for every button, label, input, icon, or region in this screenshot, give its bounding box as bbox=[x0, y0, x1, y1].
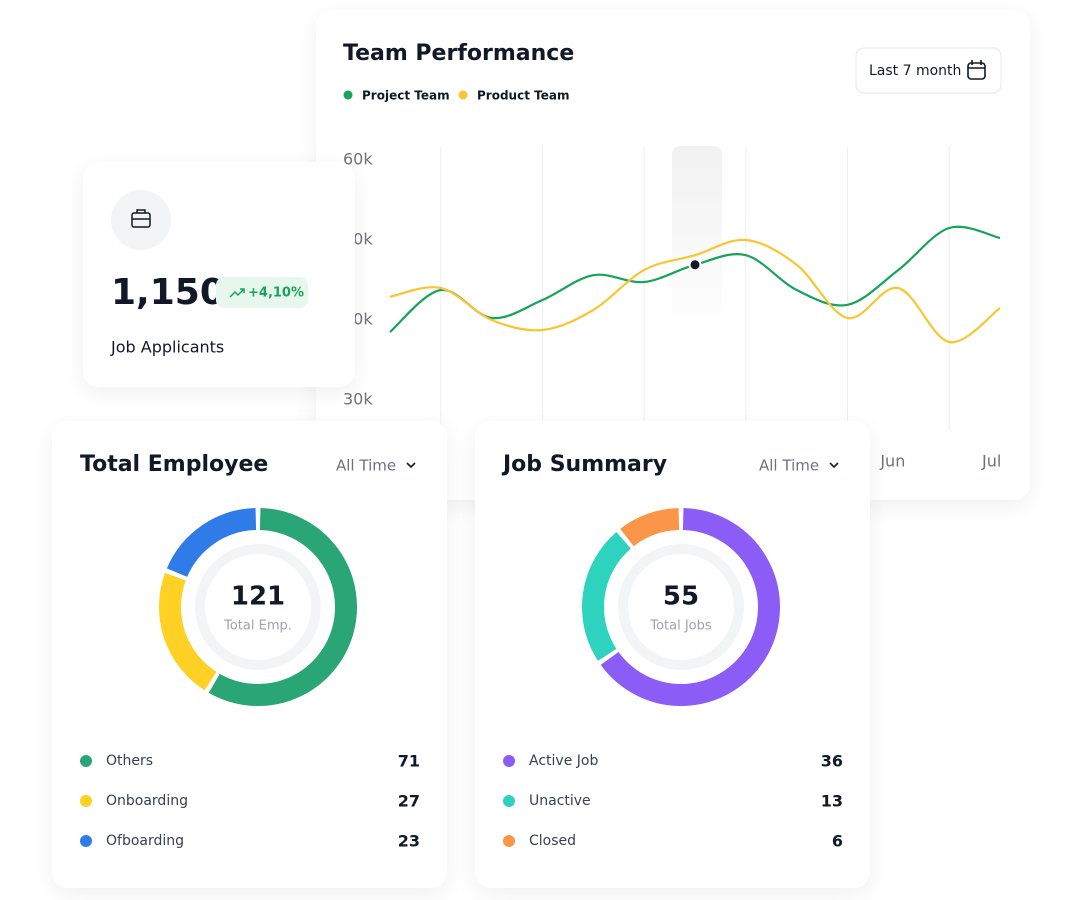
x-tick-label: Jun bbox=[879, 452, 905, 471]
trend-icon bbox=[229, 288, 245, 298]
legend-dot bbox=[80, 795, 92, 807]
y-tick-label: 30k bbox=[343, 390, 373, 409]
legend-dot bbox=[503, 755, 515, 767]
donut-total-label: Total Jobs bbox=[649, 619, 712, 634]
legend-label: Ofboarding bbox=[106, 833, 184, 849]
legend-label: Unactive bbox=[529, 793, 591, 809]
donut-segment bbox=[159, 572, 217, 691]
legend-dot bbox=[343, 90, 353, 100]
card-title: Job Summary bbox=[501, 452, 667, 477]
line-series bbox=[389, 238, 1001, 344]
y-tick-label: 60k bbox=[343, 150, 373, 169]
donut-inner bbox=[195, 544, 321, 670]
legend-value: 23 bbox=[398, 832, 420, 851]
change-value: +4,10% bbox=[248, 286, 304, 301]
donut-total-label: Total Emp. bbox=[223, 619, 292, 634]
donut-inner bbox=[618, 544, 744, 670]
applicants-value: 1,150 bbox=[111, 272, 225, 313]
legend-label: Closed bbox=[529, 833, 576, 849]
dropdown-icon bbox=[829, 462, 839, 469]
legend-label: Active Job bbox=[529, 753, 598, 769]
legend-dot bbox=[80, 755, 92, 767]
legend-value: 6 bbox=[832, 832, 843, 851]
calendar-icon bbox=[967, 60, 986, 80]
hover-point bbox=[688, 258, 702, 272]
hover-column bbox=[672, 146, 722, 340]
legend-label: Project Team bbox=[362, 89, 450, 103]
x-tick-label: Jul bbox=[981, 452, 1001, 471]
change-badge bbox=[216, 277, 308, 308]
period-filter[interactable]: All Time bbox=[759, 457, 819, 475]
briefcase-icon bbox=[131, 209, 151, 228]
legend-dot bbox=[80, 835, 92, 847]
legend-value: 13 bbox=[821, 792, 843, 811]
icon-bg bbox=[111, 190, 171, 250]
donut-segment bbox=[620, 508, 680, 547]
donut-segment bbox=[208, 508, 357, 706]
legend-value: 71 bbox=[398, 752, 420, 771]
applicants-label: Job Applicants bbox=[110, 338, 224, 357]
card-title: Total Employee bbox=[80, 452, 268, 477]
date-filter[interactable] bbox=[855, 47, 1002, 94]
legend-label: Others bbox=[106, 753, 153, 769]
dropdown-icon bbox=[406, 462, 416, 469]
legend-label: Onboarding bbox=[106, 793, 188, 809]
donut-segment bbox=[166, 508, 257, 578]
date-filter-label[interactable]: Last 7 month bbox=[869, 63, 961, 79]
legend-value: 36 bbox=[821, 752, 843, 771]
legend-dot bbox=[458, 90, 468, 100]
period-filter[interactable]: All Time bbox=[336, 457, 396, 475]
legend-label: Product Team bbox=[477, 89, 569, 103]
donut-total: 55 bbox=[663, 582, 699, 612]
legend-dot bbox=[503, 835, 515, 847]
donut-total: 121 bbox=[231, 582, 285, 612]
donut-segment bbox=[582, 531, 632, 661]
donut-segment bbox=[600, 508, 780, 706]
legend-dot bbox=[503, 795, 515, 807]
legend-value: 27 bbox=[398, 792, 420, 811]
chart-title: Team Performance bbox=[343, 41, 574, 66]
